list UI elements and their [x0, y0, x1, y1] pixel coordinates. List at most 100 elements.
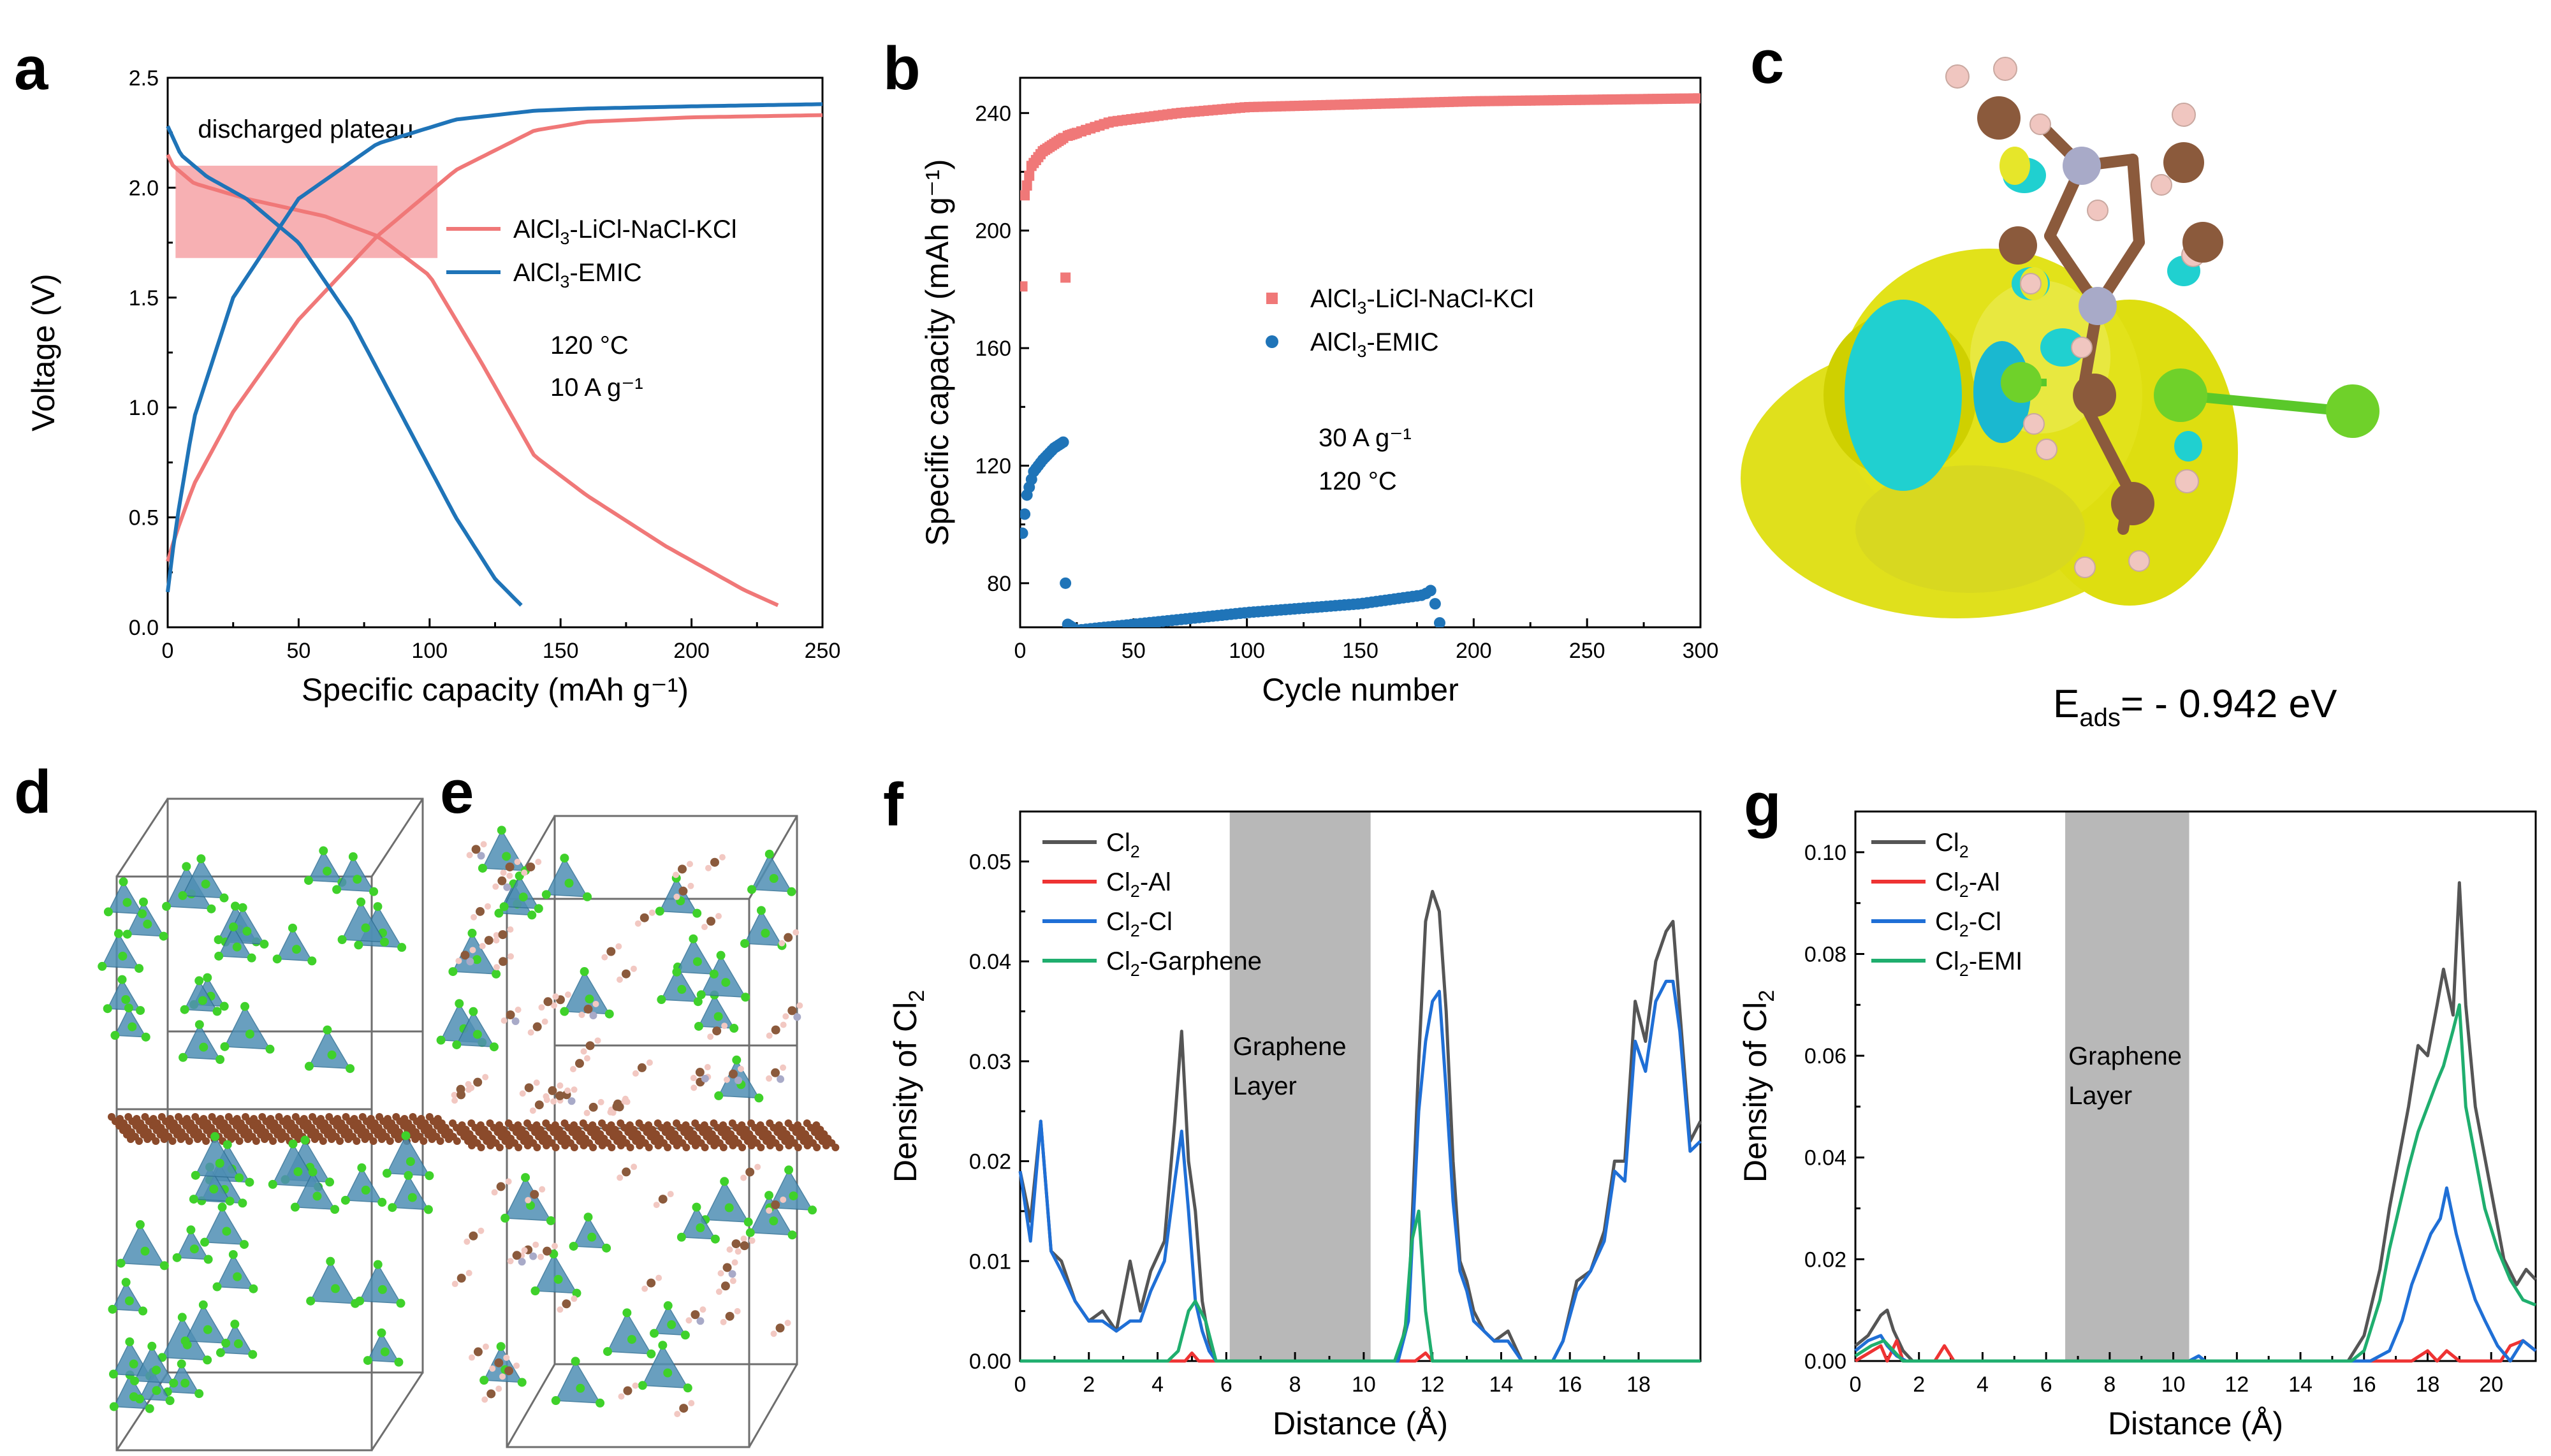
legend-marker-emic [1266, 335, 1278, 348]
legend-text-f-2: Cl2-Cl [1106, 908, 1173, 940]
series-line-g-1 [1854, 1339, 2537, 1363]
x-tick-label-g: 2 [1913, 1372, 1925, 1397]
y-tick-label-g: 0.00 [1804, 1350, 1846, 1374]
legend-text-f-3: Cl2-Garphene [1106, 947, 1262, 980]
x-tick-label-g: 14 [2288, 1372, 2313, 1397]
legend-text-g-3: Cl2-EMI [1935, 947, 2022, 980]
y-axis-label-f: Density of Cl2 [888, 990, 929, 1183]
alcl4-tetrahedra [436, 826, 817, 1408]
x-tick-label-g: 18 [2416, 1372, 2440, 1397]
layer-label-line1-f: Graphene [1233, 1033, 1347, 1061]
series-line-g-2 [1854, 1186, 2537, 1363]
marker-salt [1021, 180, 1032, 191]
y-tick-label-a: 0.5 [129, 506, 159, 530]
x-tick-label-f: 2 [1083, 1372, 1095, 1397]
series-line-salt-1 [166, 113, 823, 562]
x-tick-label-f: 4 [1151, 1372, 1164, 1397]
legend-text-emic: AlCl3-EMIC [1310, 328, 1439, 361]
chart-a-voltage-profile: 0 50 100 150 200 250 0.0 0.5 1.0 1.5 2.0 2.5 Specifi… [26, 66, 840, 708]
panel-label-f: f [883, 771, 904, 839]
x-tick-label-b: 200 [1456, 639, 1492, 663]
panel-label-d: d [14, 758, 52, 826]
x-tick-label-f: 0 [1014, 1372, 1027, 1397]
legend-marker-salt [1266, 293, 1278, 304]
x-tick-label-a: 50 [286, 639, 311, 663]
chart-g-density: Graphene Layer 0 2 4 6 8 10 12 14 16 18 20 0.00 0.02 0.… [1737, 810, 2537, 1441]
marker-salt [1024, 170, 1035, 181]
y-axis-label-g: Density of Cl2 [1737, 990, 1779, 1183]
legend-text-emic: AlCl3-EMIC [513, 259, 642, 291]
x-tick-label-b: 50 [1122, 639, 1146, 663]
y-tick-label-f: 0.04 [969, 950, 1011, 974]
x-tick-label-f: 6 [1220, 1372, 1232, 1397]
y-tick-label-a: 2.5 [129, 66, 159, 91]
series-line-g-0 [1854, 881, 2537, 1363]
panel-label-a: a [14, 34, 48, 103]
structure-emic-electrolyte [436, 815, 840, 1448]
x-tick-label-b: 150 [1342, 639, 1378, 663]
chart-b-cycling: 0 50 100 150 200 250 300 80 120 160 200 240 Cycle nu… [919, 76, 1719, 708]
y-tick-label-f: 0.03 [969, 1050, 1011, 1074]
marker-salt [1020, 190, 1030, 201]
x-tick-label-b: 300 [1683, 639, 1719, 663]
y-tick-label-a: 0.0 [129, 616, 159, 640]
note-current-a: 10 A g⁻¹ [550, 374, 643, 402]
x-tick-label-a: 150 [543, 639, 579, 663]
series-line-g-3 [1854, 1003, 2536, 1363]
x-tick-label-g: 12 [2225, 1372, 2249, 1397]
marker-emic [1020, 508, 1031, 520]
x-tick-label-b: 250 [1569, 639, 1605, 663]
x-tick-label-a: 100 [411, 639, 448, 663]
series-line-emic-0 [166, 125, 523, 607]
x-tick-label-a: 0 [162, 639, 174, 663]
x-tick-label-g: 20 [2479, 1372, 2503, 1397]
y-tick-label-g: 0.06 [1804, 1044, 1846, 1068]
x-tick-label-f: 18 [1626, 1372, 1651, 1397]
legend-text-f-0: Cl2 [1106, 829, 1140, 861]
x-axis-label-g: Distance (Å) [2108, 1406, 2283, 1441]
x-tick-label-f: 14 [1489, 1372, 1514, 1397]
series-line-emic-1 [166, 102, 823, 593]
series-line-f-2 [1018, 979, 1702, 1363]
x-tick-label-f: 8 [1289, 1372, 1301, 1397]
series-line-f-0 [1018, 889, 1702, 1363]
legend-text-salt: AlCl3-LiCl-NaCl-KCl [513, 215, 737, 248]
x-axis-label-b: Cycle number [1262, 672, 1458, 708]
x-tick-label-f: 10 [1352, 1372, 1376, 1397]
x-tick-label-f: 16 [1558, 1372, 1582, 1397]
plateau-annotation: discharged plateau [198, 115, 413, 143]
y-tick-label-g: 0.02 [1804, 1248, 1846, 1272]
x-axis-label-f: Distance (Å) [1273, 1406, 1448, 1441]
marker-emic [1060, 577, 1072, 589]
marker-emic [1020, 527, 1028, 539]
graphene-layer-shade-f [1229, 812, 1371, 1361]
layer-label-line2-g: Layer [2068, 1082, 2132, 1110]
series-line-salt-0 [166, 154, 779, 608]
marker-emic [1429, 598, 1441, 610]
note-temperature-a: 120 °C [550, 331, 629, 360]
adsorption-energy-caption: Eads= - 0.942 eV [2053, 682, 2337, 732]
marker-salt [1693, 93, 1700, 104]
molecule-adsorption-illustration: Eads= - 0.942 eV [1741, 57, 2379, 732]
x-tick-label-g: 0 [1850, 1372, 1862, 1397]
note-temperature-b: 120 °C [1319, 467, 1397, 495]
y-tick-label-b: 120 [975, 454, 1011, 478]
alcl4-tetrahedra [98, 846, 434, 1413]
atoms-d [98, 846, 461, 1413]
y-tick-label-b: 200 [975, 219, 1011, 244]
x-tick-label-g: 10 [2161, 1372, 2186, 1397]
y-tick-label-b: 80 [987, 572, 1011, 596]
x-tick-label-b: 0 [1014, 639, 1027, 663]
x-axis-label-a: Specific capacity (mAh g⁻¹) [302, 672, 689, 708]
y-tick-label-g: 0.04 [1804, 1146, 1846, 1170]
x-tick-label-a: 250 [805, 639, 841, 663]
marker-salt [1060, 272, 1071, 283]
y-tick-label-a: 1.0 [129, 396, 159, 420]
x-tick-label-g: 8 [2103, 1372, 2116, 1397]
y-tick-label-f: 0.00 [969, 1350, 1011, 1374]
marker-emic [1424, 585, 1436, 597]
plot-frame-a [166, 76, 824, 629]
y-axis-label-a: Voltage (V) [26, 273, 61, 431]
graphene-sheet [108, 1113, 461, 1145]
